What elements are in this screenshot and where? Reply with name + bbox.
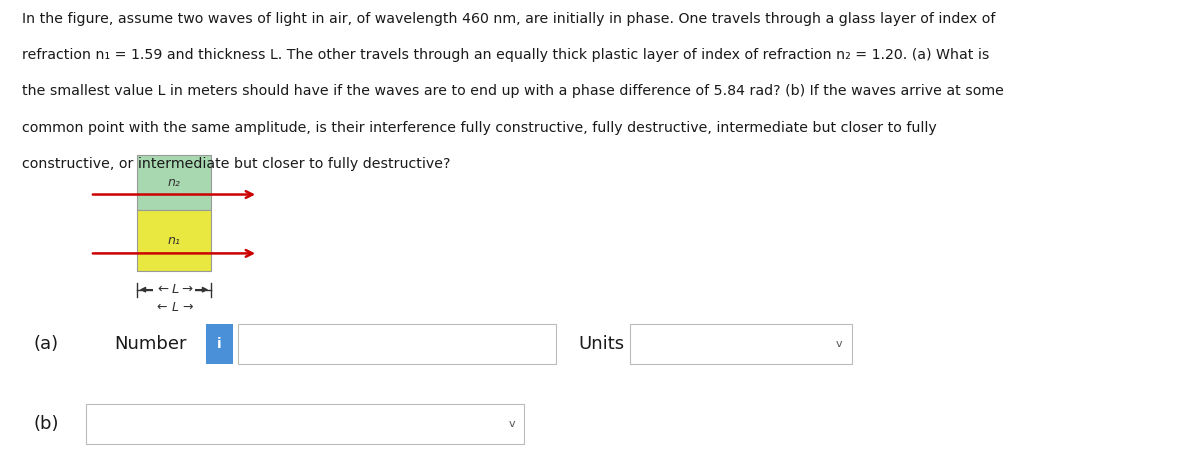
Text: v: v xyxy=(835,339,842,349)
Bar xyxy=(86,404,524,444)
Bar xyxy=(238,324,556,364)
Text: Number: Number xyxy=(114,335,186,353)
Text: n₂: n₂ xyxy=(168,176,180,189)
Text: $\leftarrow L \rightarrow$: $\leftarrow L \rightarrow$ xyxy=(155,283,193,296)
Text: constructive, or intermediate but closer to fully destructive?: constructive, or intermediate but closer… xyxy=(22,157,450,171)
Text: In the figure, assume two waves of light in air, of wavelength 460 nm, are initi: In the figure, assume two waves of light… xyxy=(22,12,995,26)
Text: the smallest value L in meters should have if the waves are to end up with a pha: the smallest value L in meters should ha… xyxy=(22,84,1003,98)
Text: n₁: n₁ xyxy=(168,234,180,247)
Text: (b): (b) xyxy=(34,415,59,433)
Bar xyxy=(137,210,211,271)
Bar xyxy=(137,155,211,210)
Bar xyxy=(206,324,233,364)
Text: i: i xyxy=(217,337,222,351)
Text: Units: Units xyxy=(578,335,624,353)
Text: (a): (a) xyxy=(34,335,59,353)
Bar xyxy=(630,324,852,364)
Text: common point with the same amplitude, is their interference fully constructive, : common point with the same amplitude, is… xyxy=(22,121,936,135)
Text: $\leftarrow\, L \,\rightarrow$: $\leftarrow\, L \,\rightarrow$ xyxy=(154,301,194,315)
Text: refraction n₁ = 1.59 and thickness L. The other travels through an equally thick: refraction n₁ = 1.59 and thickness L. Th… xyxy=(22,48,989,62)
Text: v: v xyxy=(508,419,515,429)
